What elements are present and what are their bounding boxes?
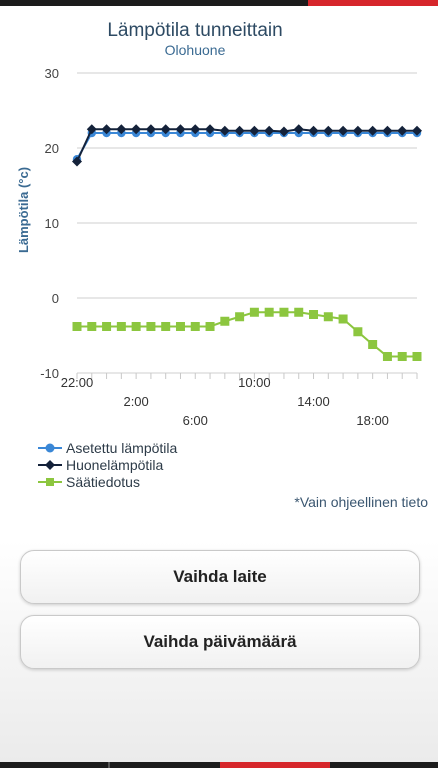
weather-point	[235, 312, 245, 322]
y-tick-label: 0	[52, 291, 59, 306]
y-tick-label: 20	[45, 141, 59, 156]
change-date-button[interactable]: Vaihda päivämäärä	[20, 615, 420, 669]
bottom-bar-active-segment	[220, 762, 330, 768]
legend-circle-icon	[38, 443, 62, 453]
room-temp-point	[175, 124, 186, 135]
weather-point	[131, 322, 141, 331]
room-temp-point	[382, 125, 393, 136]
room-temp-point	[308, 125, 319, 136]
room-temp-point	[367, 125, 378, 136]
weather-point	[161, 322, 171, 331]
series-line-0	[76, 132, 417, 160]
room-temp-point	[234, 125, 245, 136]
legend-label-room: Huonelämpötila	[66, 457, 164, 473]
weather-point	[397, 352, 407, 361]
top-bar	[0, 0, 438, 6]
weather-point	[175, 322, 185, 331]
x-tick-label: 2:00	[123, 394, 148, 409]
y-tick-label: -10	[40, 366, 59, 381]
change-device-button[interactable]: Vaihda laite	[20, 550, 420, 604]
room-temp-point	[397, 125, 408, 136]
legend-square-icon	[38, 478, 62, 486]
y-tick-label: 10	[45, 216, 59, 231]
weather-point	[72, 322, 82, 331]
room-temp-point	[131, 124, 142, 135]
legend-label-weather: Säätiedotus	[66, 474, 140, 490]
room-temp-point	[293, 124, 304, 135]
weather-point	[353, 327, 363, 337]
weather-point	[279, 307, 289, 317]
bottom-bar	[0, 762, 438, 768]
room-temp-point	[116, 124, 127, 135]
series-line-2	[77, 311, 417, 358]
weather-point	[368, 340, 378, 349]
weather-point	[412, 352, 422, 361]
x-tick-label: 22:00	[61, 375, 94, 390]
x-tick-label: 18:00	[356, 413, 389, 428]
series-line-1	[76, 128, 417, 162]
room-temp-point	[219, 125, 230, 136]
room-temp-point	[264, 125, 275, 136]
room-temp-point	[160, 124, 171, 135]
x-tick-label: 10:00	[238, 375, 271, 390]
x-tick-label: 14:00	[297, 394, 330, 409]
weather-point	[116, 322, 126, 331]
room-temp-point	[145, 124, 156, 135]
weather-point	[102, 322, 112, 331]
weather-point	[294, 307, 304, 317]
x-tick-label: 6:00	[183, 413, 208, 428]
room-temp-point	[190, 124, 201, 135]
top-bar-accent	[308, 0, 438, 6]
room-temp-point	[101, 124, 112, 135]
room-temp-point	[278, 126, 289, 137]
weather-point	[249, 307, 259, 317]
weather-point	[264, 307, 274, 317]
room-temp-point	[249, 125, 260, 136]
room-temp-point	[86, 124, 97, 135]
weather-point	[338, 314, 348, 324]
weather-point	[87, 322, 97, 331]
room-temp-point	[412, 125, 422, 136]
chart-subtitle: Olohuone	[164, 42, 226, 58]
room-temp-point	[205, 124, 216, 135]
legend-diamond-icon	[38, 460, 62, 470]
weather-point	[220, 316, 230, 326]
y-tick-label: 30	[45, 66, 59, 81]
legend-label-setpoint: Asetettu lämpötila	[66, 440, 178, 456]
weather-point	[382, 352, 392, 361]
room-temp-point	[72, 156, 82, 167]
weather-point	[323, 312, 333, 322]
weather-point	[309, 310, 319, 319]
disclaimer-note: *Vain ohjeellinen tieto	[294, 494, 428, 510]
temperature-chart: -10 0 10 20 30 22:00 2:00 6:00 10:00 14:00 18:00 Lä…	[16, 66, 422, 428]
room-temp-point	[338, 125, 349, 136]
chart-title: Lämpötila tunneittain	[107, 20, 283, 41]
bottom-bar-separator	[108, 762, 110, 768]
room-temp-point	[352, 125, 363, 136]
weather-point	[190, 322, 200, 331]
weather-point	[146, 322, 156, 331]
y-axis-label: Lämpötila (°c)	[16, 167, 31, 253]
room-temp-point	[323, 125, 334, 136]
weather-point	[205, 322, 215, 331]
